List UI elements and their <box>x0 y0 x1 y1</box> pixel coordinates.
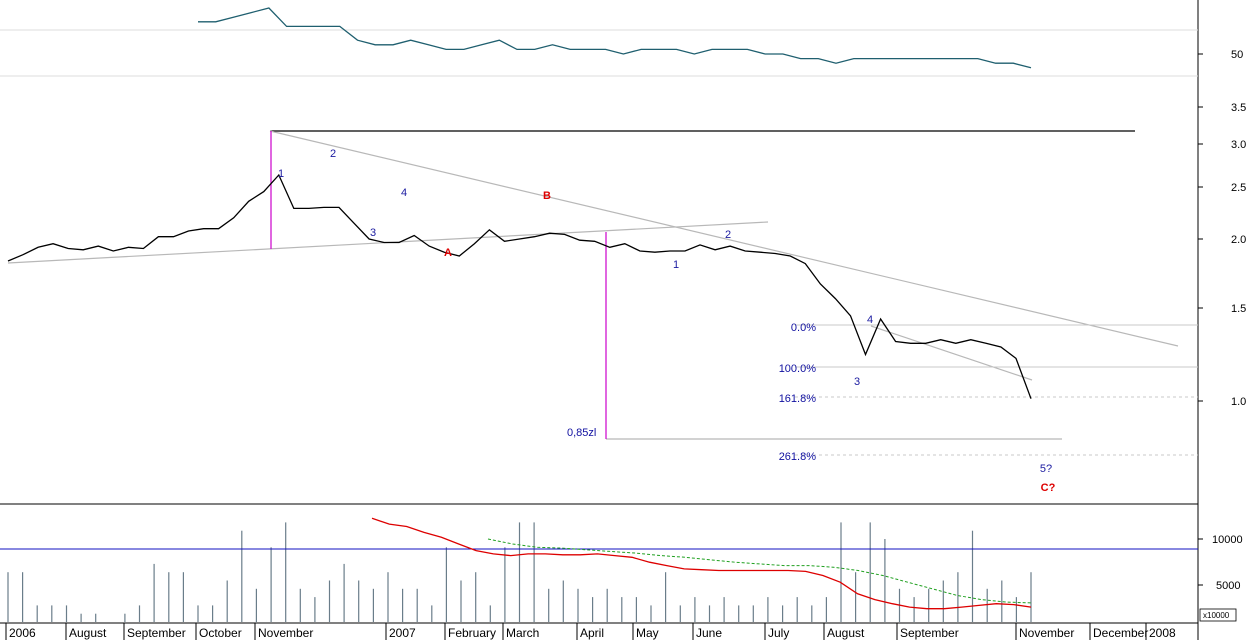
price-tick-label: 50 <box>1231 49 1243 61</box>
descending-trendline <box>269 130 1179 347</box>
time-axis-label: December <box>1093 626 1148 640</box>
fib-label-161: 161.8% <box>779 393 817 405</box>
fib-label-100: 100.0% <box>779 363 817 375</box>
volume-tick-label: 5000 <box>1216 580 1240 592</box>
time-axis-label: March <box>506 626 539 640</box>
time-axis-label: 2008 <box>1149 626 1176 640</box>
volume-ma-red-line <box>371 517 1032 610</box>
time-axis-label: June <box>696 626 722 640</box>
time-axis-label: February <box>448 626 496 640</box>
volume-unit-box <box>1199 608 1237 622</box>
time-axis-label: September <box>127 626 186 640</box>
price-series-line <box>7 173 1032 399</box>
time-axis-label: April <box>580 626 604 640</box>
time-axis-label: 2007 <box>389 626 416 640</box>
time-axis-label: November <box>1019 626 1074 640</box>
time-axis-label: 2006 <box>9 626 36 640</box>
time-axis-label: October <box>199 626 242 640</box>
price-tick-label: 3.5 <box>1231 102 1246 114</box>
wave-label-B: B <box>543 190 551 202</box>
time-axis-label: May <box>636 626 659 640</box>
time-axis-label: August <box>69 626 107 640</box>
wave-label-1: 1 <box>278 168 284 180</box>
volume-bars <box>7 522 1032 622</box>
overlay-series-line <box>198 7 1032 69</box>
grid-lines <box>0 29 1198 77</box>
wave-label-1b: 1 <box>673 259 679 271</box>
price-tick-label: 3.0 <box>1231 139 1246 151</box>
time-axis-label: August <box>827 626 865 640</box>
price-tick-label: 2.5 <box>1231 182 1246 194</box>
wave-label-A: A <box>444 247 452 259</box>
fib-label-261: 261.8% <box>779 451 817 463</box>
volume-unit-label: x10000 <box>1203 611 1230 620</box>
fib-label-0: 0.0% <box>791 322 816 334</box>
wave-label-3: 3 <box>370 227 376 239</box>
wave-label-C: C? <box>1041 482 1056 494</box>
wave-label-5: 5? <box>1040 463 1052 475</box>
wave-label-4b: 4 <box>867 314 873 326</box>
volume-ma-green-line <box>487 538 1032 604</box>
wave-channel <box>870 325 1033 381</box>
volume-tick-label: 10000 <box>1212 534 1243 546</box>
wave-label-2b: 2 <box>725 229 731 241</box>
wave-label-4: 4 <box>401 187 407 199</box>
time-axis-label: November <box>258 626 313 640</box>
volume-axis: 10000 5000 x10000 <box>1198 534 1243 622</box>
price-tick-label: 2.0 <box>1231 234 1246 246</box>
wave-label-2: 2 <box>330 148 336 160</box>
price-tick-label: 1.5 <box>1231 303 1246 315</box>
time-axis-label: September <box>900 626 959 640</box>
wave-label-3b: 3 <box>854 376 860 388</box>
time-axis-label: July <box>768 626 789 640</box>
price-tick-label: 1.0 <box>1231 396 1246 408</box>
fibonacci-levels: 0.0% 100.0% 161.8% 261.8% <box>779 322 1198 463</box>
wave-labels: 1 2 3 4 A B 1 2 3 4 5? C? <box>278 148 1056 494</box>
price-axis: 50 3.5 3.0 2.5 2.0 1.5 1.0 <box>1198 49 1246 408</box>
time-axis: 2006 August September October November 2007 Fe… <box>5 623 1176 640</box>
target-price-label: 0,85zl <box>567 427 596 439</box>
